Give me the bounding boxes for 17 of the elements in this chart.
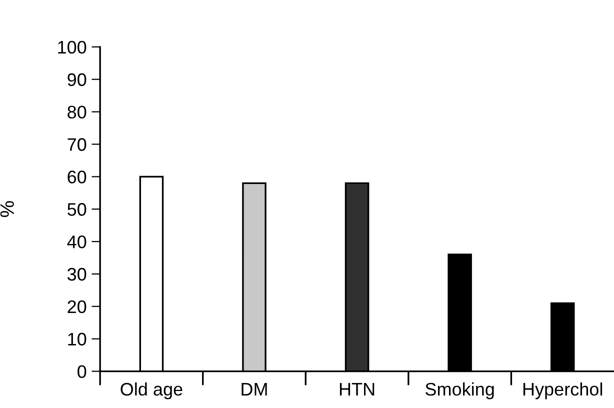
x-tick-label: Hyperchol xyxy=(523,382,602,400)
y-tick-label: 0 xyxy=(78,365,86,378)
y-tick-label: 20 xyxy=(68,300,86,314)
x-tick-label: DM xyxy=(242,383,267,396)
y-tick-label: 40 xyxy=(67,235,86,248)
x-tick-label: Smoking xyxy=(426,382,494,400)
y-tick-label: 90 xyxy=(68,73,86,86)
y-axis-title: % xyxy=(0,201,14,218)
y-tick-label: 50 xyxy=(68,203,86,216)
y-tick-label: 60 xyxy=(68,170,86,184)
y-tick-label: 80 xyxy=(68,106,86,119)
y-tick-label: 10 xyxy=(68,332,86,346)
x-tick-label: HTN xyxy=(340,383,374,396)
y-tick-label: 30 xyxy=(67,268,86,281)
x-tick-label: Old age xyxy=(120,382,182,400)
y-tick-label: 100 xyxy=(58,40,86,54)
y-tick-label: 70 xyxy=(68,138,86,151)
